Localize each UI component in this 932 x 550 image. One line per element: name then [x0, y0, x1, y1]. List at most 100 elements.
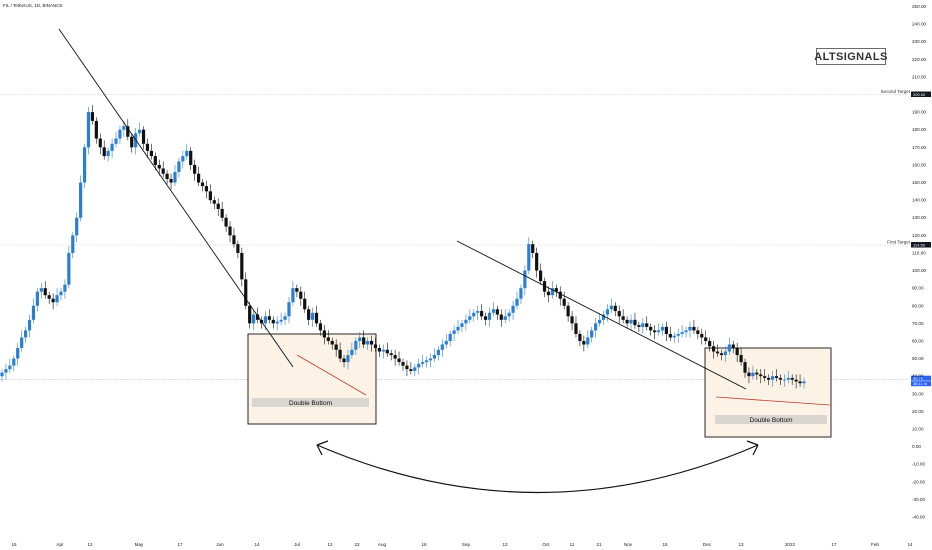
candle-body: [562, 298, 566, 306]
candle-body: [802, 381, 806, 384]
candle-body: [149, 150, 153, 157]
candle-body: [310, 312, 315, 320]
candle-body: [774, 376, 779, 378]
candle-body: [582, 340, 586, 345]
candle-body: [153, 156, 157, 165]
candle-body: [31, 305, 36, 320]
candle-body: [114, 138, 118, 144]
candle-body: [456, 326, 460, 331]
wedge-line-2: [715, 396, 831, 406]
candle-body: [255, 314, 260, 320]
candle-body: [271, 319, 275, 324]
candle-body: [432, 355, 437, 359]
candle-body: [314, 312, 319, 324]
candle-body: [546, 291, 551, 296]
candle-body: [204, 186, 209, 192]
candle-body: [413, 367, 417, 371]
candle-body: [653, 330, 657, 333]
candle-body: [232, 235, 236, 245]
candle-body: [519, 288, 523, 299]
candle-body: [495, 309, 499, 315]
candle-body: [299, 291, 303, 299]
candle-body: [590, 330, 594, 338]
candle-body: [751, 372, 755, 377]
candle-body: [790, 377, 794, 380]
time-tick-label: Sep: [462, 542, 471, 547]
candle-body: [330, 340, 334, 345]
candle-body: [346, 355, 350, 363]
price-tick-label: 110.00: [912, 250, 926, 255]
candle-body: [244, 279, 248, 306]
double-bottom-label: Double Bottom: [289, 400, 332, 407]
candle-body: [688, 326, 692, 331]
candle-body: [605, 309, 610, 315]
candle-body: [507, 312, 511, 317]
candle-body: [770, 376, 775, 380]
candle-body: [177, 161, 181, 172]
candle-body: [782, 379, 786, 381]
price-tick-label: 160.00: [912, 162, 926, 167]
price-tick-label: 20.00: [912, 409, 924, 414]
trendline-second: [456, 240, 747, 390]
candle-body: [82, 147, 87, 183]
double-bottom-label-bg: [252, 398, 369, 407]
candle-body: [63, 284, 67, 292]
candle-body: [625, 319, 629, 324]
candle-body: [594, 323, 598, 331]
target-price-label: 114.50: [913, 243, 926, 248]
candle-body: [362, 337, 366, 345]
price-tick-label: 30.00: [912, 391, 924, 396]
price-tick-label: 80.00: [912, 303, 924, 308]
curved-arrow: [316, 444, 759, 494]
candle-body: [47, 295, 51, 299]
time-tick-label: 22: [354, 542, 360, 547]
time-tick-label: 16: [421, 542, 427, 547]
candle-body: [727, 344, 731, 352]
candle-body: [27, 319, 32, 331]
candle-body: [649, 326, 653, 331]
candle-body: [711, 346, 716, 352]
candle-body: [334, 344, 338, 350]
candle-body: [252, 314, 256, 324]
candle-body: [743, 362, 747, 373]
candle-body: [51, 298, 55, 303]
price-tick-label: 210.00: [912, 74, 926, 79]
candle-body: [550, 288, 554, 296]
candle-body: [428, 358, 433, 361]
price-tick-label: 250.00: [912, 4, 926, 9]
candle-body: [322, 330, 326, 338]
candle-body: [169, 179, 173, 183]
candle-body: [436, 349, 440, 356]
price-tick-label: 150.00: [912, 180, 926, 185]
candle-body: [542, 281, 547, 292]
double-bottom-label-bg: [715, 415, 827, 424]
price-tick-label: 120.00: [912, 233, 926, 238]
candle-body: [16, 348, 20, 359]
time-tick-label: 17: [831, 542, 837, 547]
candle-body: [389, 353, 393, 356]
candle-body: [303, 298, 307, 310]
target-price-label: 200.00: [913, 92, 926, 97]
candle-body: [267, 316, 271, 320]
candle-body: [660, 326, 665, 331]
candle-body: [798, 381, 802, 384]
candle-body: [597, 319, 602, 324]
candle-body: [342, 358, 346, 363]
candle-body: [23, 330, 28, 338]
candle-body: [67, 252, 71, 285]
candle-body: [483, 316, 488, 320]
price-axis: 250.00 240.00 230.00 220.00 210.00 200.00 190.…: [912, 4, 926, 520]
candle-body: [609, 305, 613, 310]
time-tick-label: 13: [738, 542, 744, 547]
current-price-sublabel: 38.11 ni: [913, 381, 927, 386]
candle-body: [719, 353, 724, 356]
current-price-sub-tag: [911, 381, 931, 387]
candle-body: [173, 171, 177, 183]
candle-body: [157, 164, 161, 169]
candle-body: [307, 309, 311, 320]
time-tick-label: 2022: [785, 542, 796, 547]
price-tick-label: 190.00: [912, 110, 926, 115]
candle-body: [4, 369, 8, 373]
candle-body: [90, 112, 95, 121]
